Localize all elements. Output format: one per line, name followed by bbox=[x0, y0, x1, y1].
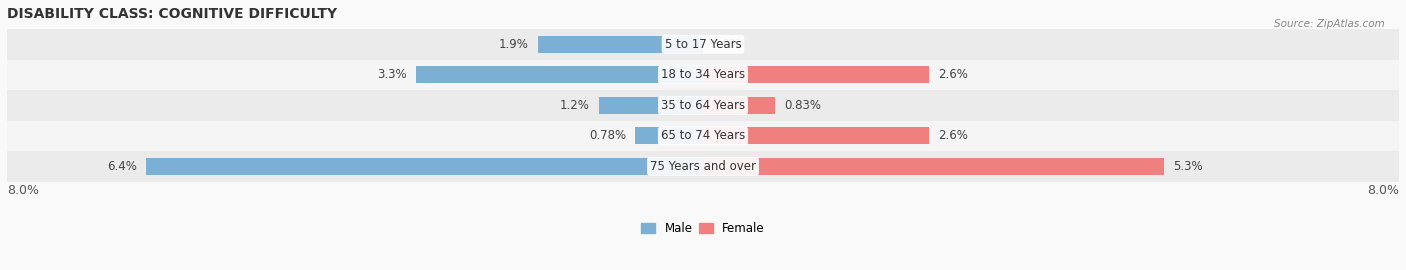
Bar bbox=[703, 127, 929, 144]
Bar bbox=[703, 158, 1164, 175]
Bar bbox=[636, 127, 703, 144]
Text: 35 to 64 Years: 35 to 64 Years bbox=[661, 99, 745, 112]
Text: 0.83%: 0.83% bbox=[785, 99, 821, 112]
Text: Source: ZipAtlas.com: Source: ZipAtlas.com bbox=[1274, 19, 1385, 29]
Bar bbox=[7, 121, 1399, 151]
Text: 8.0%: 8.0% bbox=[7, 184, 39, 197]
Bar bbox=[416, 66, 703, 83]
Legend: Male, Female: Male, Female bbox=[637, 217, 769, 240]
Bar bbox=[703, 66, 929, 83]
Text: 5 to 17 Years: 5 to 17 Years bbox=[665, 38, 741, 51]
Text: 18 to 34 Years: 18 to 34 Years bbox=[661, 68, 745, 81]
Bar bbox=[7, 60, 1399, 90]
Text: 0.0%: 0.0% bbox=[711, 38, 741, 51]
Text: 65 to 74 Years: 65 to 74 Years bbox=[661, 129, 745, 142]
Bar bbox=[7, 151, 1399, 182]
Text: DISABILITY CLASS: COGNITIVE DIFFICULTY: DISABILITY CLASS: COGNITIVE DIFFICULTY bbox=[7, 7, 337, 21]
Text: 1.9%: 1.9% bbox=[499, 38, 529, 51]
Text: 6.4%: 6.4% bbox=[108, 160, 138, 173]
Bar bbox=[599, 97, 703, 114]
Text: 1.2%: 1.2% bbox=[560, 99, 591, 112]
Bar bbox=[537, 36, 703, 53]
Text: 2.6%: 2.6% bbox=[938, 68, 967, 81]
Text: 2.6%: 2.6% bbox=[938, 129, 967, 142]
Text: 0.78%: 0.78% bbox=[589, 129, 627, 142]
Bar bbox=[7, 29, 1399, 60]
Text: 5.3%: 5.3% bbox=[1173, 160, 1202, 173]
Bar bbox=[146, 158, 703, 175]
Text: 75 Years and over: 75 Years and over bbox=[650, 160, 756, 173]
Bar bbox=[7, 90, 1399, 121]
Bar bbox=[703, 97, 775, 114]
Text: 3.3%: 3.3% bbox=[378, 68, 408, 81]
Text: 8.0%: 8.0% bbox=[1367, 184, 1399, 197]
